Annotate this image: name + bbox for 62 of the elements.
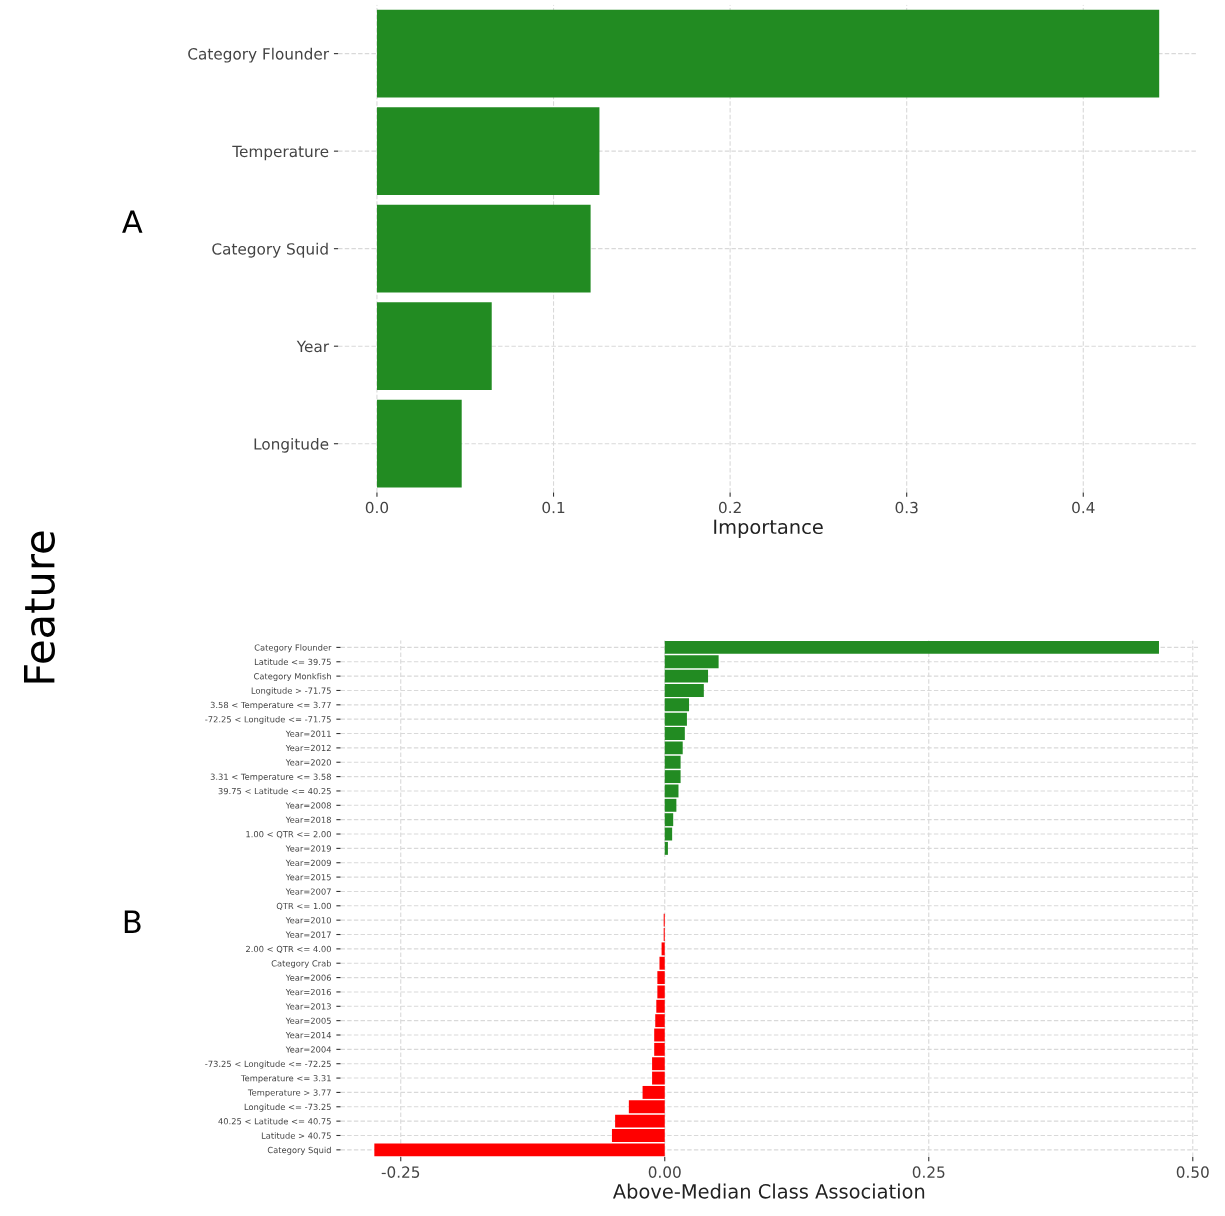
y-tick-label: Year=2012 <box>285 744 331 752</box>
text: A <box>122 210 143 233</box>
y-tick-label: Latitude > 40.75 <box>261 1132 331 1139</box>
y-tick-label: Category Flounder <box>254 644 332 653</box>
y-tick-label: Category Squid <box>212 242 328 258</box>
text: B <box>124 910 141 933</box>
y-axis-title: Feature <box>23 531 55 683</box>
y-tick-label: Longitude <= -73.25 <box>244 1103 331 1112</box>
y-tick-label: Year=2007 <box>285 888 331 895</box>
y-tick-label: -72.25 < Longitude <= -71.75 <box>205 716 331 725</box>
x-tick-label: 0.00 <box>648 1166 681 1178</box>
y-tick-label: 40.25 < Latitude <= 40.75 <box>218 1117 331 1125</box>
y-tick-label: Year=2020 <box>285 759 331 766</box>
y-tick-label: Temperature > 3.77 <box>247 1089 331 1098</box>
x-tick-label: 0.2 <box>718 501 741 514</box>
bar <box>664 841 668 855</box>
y-tick-label: Year=2015 <box>285 874 331 881</box>
y-tick-label: 39.75 < Latitude <= 40.25 <box>218 787 331 795</box>
y-tick-label: Year=2006 <box>285 974 331 981</box>
y-tick-label: Year <box>296 340 330 353</box>
y-tick-label: Longitude <box>254 437 329 453</box>
y-tick-label: Year=2004 <box>285 1046 332 1053</box>
x-tick-label: 0.25 <box>912 1166 945 1178</box>
y-tick-label: Category Crab <box>271 960 332 969</box>
bar <box>376 9 1160 98</box>
y-tick-label: Category Flounder <box>188 47 330 63</box>
y-tick-label: 3.58 < Temperature <= 3.77 <box>210 701 331 710</box>
x-tick-label: 0.0 <box>365 501 389 514</box>
y-tick-label: 2.00 < QTR <= 4.00 <box>246 945 331 954</box>
bar <box>376 399 462 488</box>
y-tick-label: Year=2017 <box>285 931 331 938</box>
y-tick-label: Year=2008 <box>285 802 331 809</box>
bar <box>376 204 591 293</box>
x-tick-label: 0.3 <box>895 501 918 514</box>
bar <box>654 1028 665 1042</box>
y-tick-label: Year=2011 <box>285 730 331 737</box>
y-tick-label: Year=2009 <box>285 859 331 867</box>
y-tick-label: QTR <= 1.00 <box>276 902 331 911</box>
bar <box>376 107 600 196</box>
y-tick-label: Temperature <= 3.31 <box>240 1075 331 1083</box>
y-tick-label: Year=2010 <box>285 917 331 924</box>
bar <box>376 302 492 391</box>
x-axis-title: Importance <box>714 519 823 538</box>
x-axis-title: Above-Median Class Association <box>612 1183 925 1199</box>
y-tick-label: Longitude > -71.75 <box>251 687 331 696</box>
x-tick-label: 0.1 <box>542 501 565 514</box>
x-tick-label: 0.50 <box>1176 1166 1209 1178</box>
y-tick-label: Year=2013 <box>285 1003 331 1010</box>
y-tick-label: 3.31 < Temperature <= 3.58 <box>210 773 331 782</box>
y-tick-label: Year=2005 <box>285 1017 331 1024</box>
y-tick-label: Category Squid <box>267 1146 331 1155</box>
y-tick-label: Category Monkfish <box>254 672 331 682</box>
x-tick-label: 0.4 <box>1072 501 1095 514</box>
y-tick-label: Year=2019 <box>285 845 331 852</box>
x-tick-label: -0.25 <box>381 1166 420 1178</box>
y-tick-label: Year=2014 <box>285 1031 332 1039</box>
y-tick-label: Year=2018 <box>285 816 331 823</box>
y-tick-label: Year=2016 <box>285 988 331 996</box>
y-tick-label: Temperature <box>232 145 329 161</box>
y-tick-label: -73.25 < Longitude <= -72.25 <box>205 1060 331 1069</box>
y-tick-label: Latitude <= 39.75 <box>254 658 331 666</box>
y-tick-label: 1.00 < QTR <= 2.00 <box>246 831 331 839</box>
